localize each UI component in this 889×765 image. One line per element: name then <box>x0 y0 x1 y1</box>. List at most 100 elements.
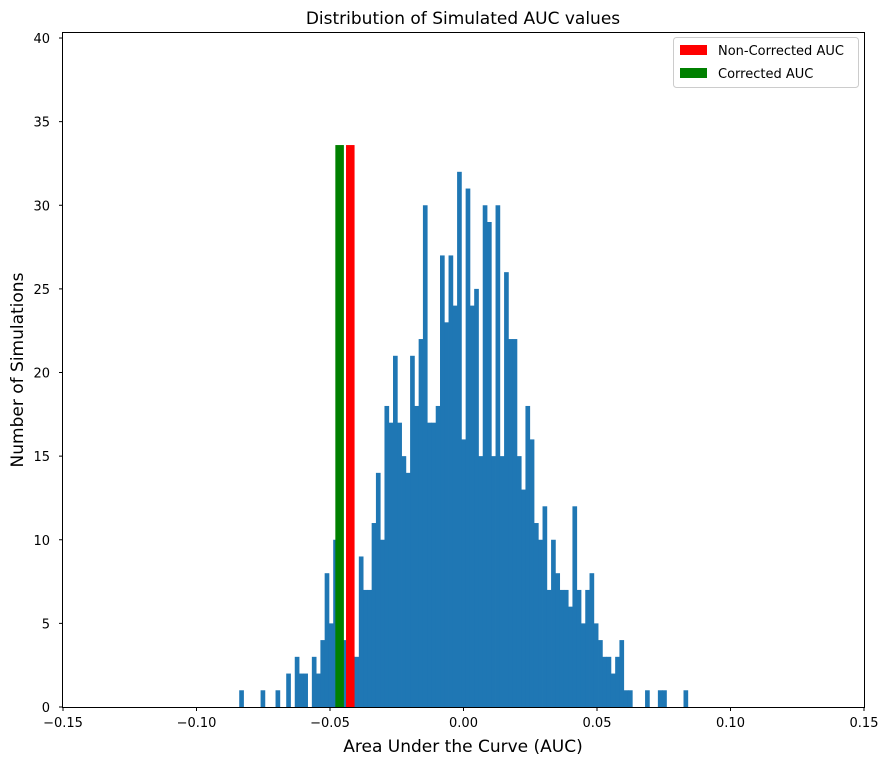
histogram-bar <box>627 690 633 707</box>
histogram-bar <box>435 405 441 707</box>
y-tick-label: 20 <box>33 367 50 382</box>
y-tick-label: 40 <box>33 32 50 47</box>
histogram-bar <box>401 456 407 707</box>
histogram-bar <box>559 589 565 707</box>
histogram-bar <box>444 322 449 707</box>
corrected-aucmarker-bar <box>335 145 344 708</box>
histogram-bar <box>320 640 326 707</box>
histogram-bar <box>482 205 488 707</box>
histogram-bar <box>414 405 420 707</box>
plot-area <box>239 171 689 708</box>
histogram-bar <box>657 690 663 707</box>
histogram-bar <box>623 690 629 707</box>
histogram-bar <box>580 623 586 707</box>
histogram-bar <box>427 422 432 707</box>
histogram-bar <box>260 690 266 707</box>
histogram-bar <box>533 523 539 707</box>
histogram-bar <box>405 472 411 707</box>
histogram-bar <box>440 255 445 708</box>
y-tick-label: 15 <box>33 450 50 465</box>
y-axis-ticks: 0 5 10 15 20 25 30 35 40 <box>33 32 63 716</box>
histogram-bar <box>585 589 590 707</box>
histogram-bar <box>410 355 415 707</box>
histogram-bar <box>299 673 304 707</box>
histogram-bar <box>521 489 526 707</box>
histogram-bar <box>478 456 484 707</box>
histogram-bar <box>341 640 347 707</box>
histogram-bar <box>610 673 616 707</box>
histogram-bar <box>275 690 281 707</box>
y-tick-label: 0 <box>42 701 50 716</box>
histogram-bar <box>393 355 398 707</box>
histogram-bar <box>380 539 385 707</box>
histogram-bar <box>294 656 300 707</box>
y-tick-label: 30 <box>33 199 50 214</box>
x-tick-label: 0.10 <box>716 716 745 731</box>
histogram-bar <box>495 205 501 707</box>
histogram-bar <box>499 456 505 707</box>
histogram-bar <box>448 255 454 708</box>
histogram-bar <box>418 339 424 707</box>
y-tick-label: 10 <box>33 534 50 549</box>
x-tick-label: −0.10 <box>177 716 217 731</box>
legend-swatch-non-corrected <box>680 45 707 55</box>
histogram-bar <box>354 656 360 707</box>
marker-bars <box>335 145 355 708</box>
histogram-bar <box>662 690 667 707</box>
histogram-bar <box>576 589 582 707</box>
legend-swatch-corrected <box>680 68 707 78</box>
histogram-bar <box>324 573 330 707</box>
x-tick-label: −0.15 <box>43 716 83 731</box>
histogram-bar <box>546 589 552 707</box>
y-axis-label: Number of Simulations <box>8 272 28 467</box>
histogram-bar <box>469 305 475 707</box>
histogram-bar <box>615 656 620 707</box>
histogram-bar <box>504 272 509 707</box>
non-corrected-aucmarker-bar <box>346 145 355 708</box>
histogram-bar <box>602 656 608 707</box>
histogram-bar <box>538 539 543 707</box>
histogram-bar <box>572 506 578 707</box>
legend-box <box>673 37 859 88</box>
legend-label-non-corrected: Non-Corrected AUC <box>718 44 844 59</box>
y-tick-label: 5 <box>42 617 50 632</box>
histogram-bar <box>384 405 390 707</box>
histogram-bar <box>431 422 437 707</box>
histogram-bar <box>542 506 548 707</box>
histogram-bar <box>551 539 556 707</box>
histogram-bar <box>461 439 467 707</box>
y-tick-label: 25 <box>33 283 50 298</box>
histogram-bar <box>619 640 625 707</box>
histogram-bar <box>508 339 514 707</box>
histogram-bar <box>474 288 479 707</box>
x-tick-label: 0.15 <box>850 716 879 731</box>
histogram-bar <box>525 405 531 707</box>
histogram-bar <box>589 573 595 707</box>
legend-label-corrected: Corrected AUC <box>718 67 813 82</box>
histogram-bar <box>465 188 471 708</box>
x-tick-label: 0.05 <box>583 716 612 731</box>
histogram-bar <box>593 623 599 707</box>
histogram-bar <box>452 305 458 707</box>
histogram-bar <box>563 589 569 707</box>
histogram-bar <box>358 556 364 707</box>
histogram-bar <box>303 673 308 707</box>
chart-title: Distribution of Simulated AUC values <box>306 9 620 29</box>
histogram-bar <box>316 673 321 707</box>
histogram-bar <box>568 606 573 707</box>
histogram-bar <box>311 656 317 707</box>
legend: Non-Corrected AUC Corrected AUC <box>673 37 859 88</box>
histogram-bar <box>286 673 291 707</box>
histogram-bar <box>397 422 402 707</box>
histogram-bar <box>363 589 368 707</box>
histogram-bar <box>371 523 377 707</box>
histogram-bar <box>388 422 394 707</box>
x-axis-label: Area Under the Curve (AUC) <box>343 737 582 757</box>
y-tick-label: 35 <box>33 116 50 131</box>
histogram-bar <box>375 472 381 707</box>
x-tick-label: −0.05 <box>310 716 350 731</box>
histogram-bar <box>367 589 373 707</box>
x-tick-label: 0.00 <box>449 716 478 731</box>
histogram-bar <box>598 640 603 707</box>
